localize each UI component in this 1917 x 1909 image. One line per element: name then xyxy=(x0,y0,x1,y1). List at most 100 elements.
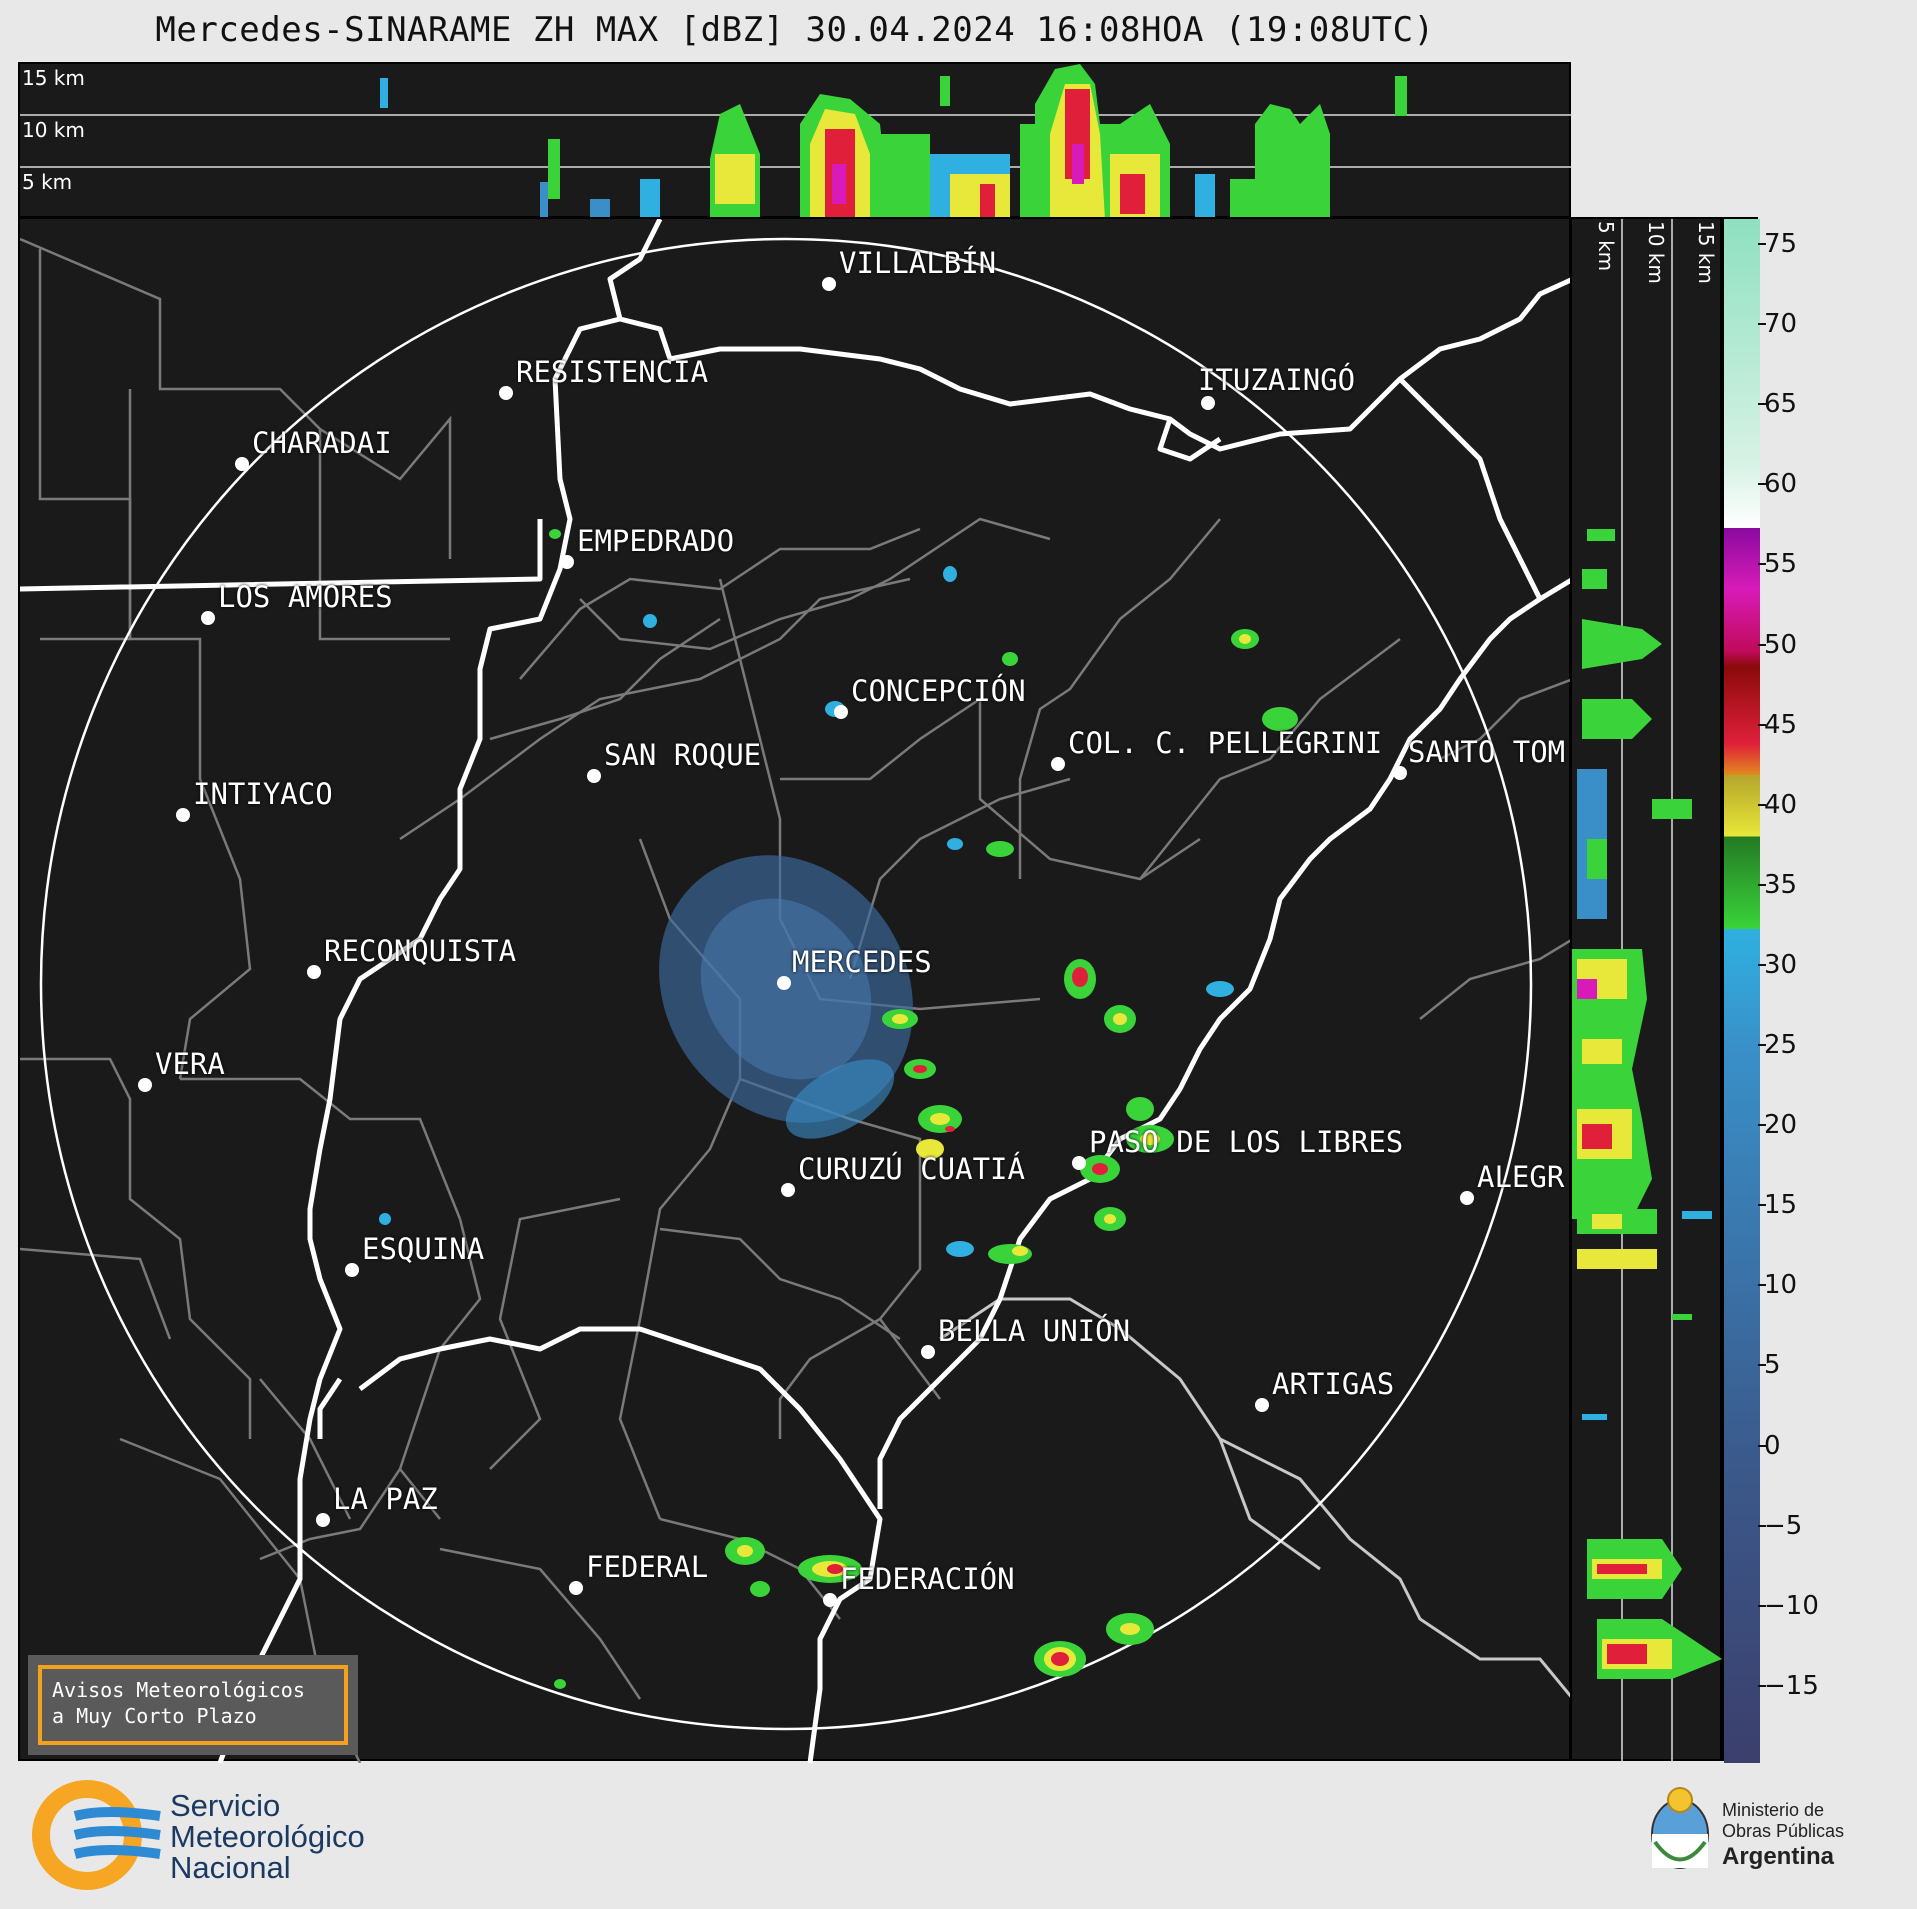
colorbar-tick-label: 25 xyxy=(1764,1030,1798,1060)
ministry-line-1: Ministerio de xyxy=(1722,1800,1825,1820)
city-marker xyxy=(1460,1191,1474,1205)
alert-line-2: a Muy Corto Plazo xyxy=(52,1704,257,1728)
colorbar-gradient xyxy=(1724,219,1760,1763)
city-label: INTIYACO xyxy=(193,777,333,811)
colorbar-tick-label: 0 xyxy=(1764,1430,1781,1461)
colorbar-tick-mark xyxy=(1758,1684,1766,1687)
top-height-profile-panel: 15 km 10 km 5 km xyxy=(18,62,1573,220)
reflectivity-colorbar xyxy=(1722,217,1760,1763)
colorbar-tick-mark xyxy=(1758,1044,1766,1046)
city-marker xyxy=(560,555,574,569)
top-profile-graphic xyxy=(20,64,1573,220)
city-marker xyxy=(235,457,249,471)
uruguay-border xyxy=(939,1297,1573,1700)
city-label: RECONQUISTA xyxy=(324,934,517,968)
map-title: Mercedes-SINARAME ZH MAX [dBZ] 30.04.202… xyxy=(155,10,1435,50)
colorbar-tick-mark xyxy=(1758,803,1766,806)
alert-line-1: Avisos Meteorológicos xyxy=(52,1678,305,1702)
smn-line-2: Meteorológico xyxy=(170,1819,365,1854)
city-marker xyxy=(587,769,601,783)
city-marker xyxy=(201,611,215,625)
colorbar-tick-label: 20 xyxy=(1764,1110,1798,1141)
city-marker xyxy=(345,1263,359,1277)
city-label: SAN ROQUE xyxy=(604,738,762,772)
city-marker xyxy=(1255,1398,1269,1412)
city-marker xyxy=(569,1581,583,1595)
city-label: FEDERACIÓN xyxy=(840,1562,1015,1596)
city-marker xyxy=(138,1078,152,1092)
rivers-and-borders xyxy=(20,219,1573,1763)
colorbar-tick-label: −10 xyxy=(1764,1590,1819,1621)
city-marker xyxy=(834,705,848,719)
city-marker xyxy=(1051,757,1065,771)
city-marker xyxy=(921,1345,935,1359)
colorbar-tick-mark xyxy=(1758,1284,1766,1287)
colorbar-tick-label: 5 xyxy=(1764,1350,1781,1381)
city-label: EMPEDRADO xyxy=(577,524,735,558)
smn-logo-icon xyxy=(32,1780,161,1890)
precipitation-echoes xyxy=(379,529,1298,1689)
colorbar-tick-mark xyxy=(1758,323,1766,326)
city-marker xyxy=(777,976,791,990)
colorbar-tick-label: 40 xyxy=(1764,789,1798,820)
city-label: CURUZÚ CUATIÁ xyxy=(798,1152,1025,1186)
side-height-profile-panel: 5 km 10 km 15 km xyxy=(1570,217,1722,1763)
colorbar-tick-label: 55 xyxy=(1764,549,1798,580)
colorbar-tick-mark xyxy=(1758,1124,1766,1127)
colorbar-tick-mark xyxy=(1758,1364,1766,1367)
city-marker xyxy=(316,1513,330,1527)
smn-name: Servicio Meteorológico Nacional xyxy=(170,1790,365,1883)
smn-line-3: Nacional xyxy=(170,1850,291,1885)
colorbar-tick-mark xyxy=(1758,883,1766,886)
city-marker xyxy=(176,808,190,822)
alert-box[interactable]: Avisos Meteorológicos a Muy Corto Plazo xyxy=(28,1655,358,1755)
city-label: VERA xyxy=(155,1047,225,1081)
city-marker xyxy=(1393,766,1407,780)
side-profile-graphic xyxy=(1572,219,1722,1763)
city-label: RESISTENCIA xyxy=(516,355,709,389)
colorbar-tick-label: 45 xyxy=(1764,709,1798,740)
top-height-label-10km: 10 km xyxy=(22,118,85,142)
ministry-line-3: Argentina xyxy=(1722,1843,1835,1870)
radar-range-ring xyxy=(39,237,1533,1731)
city-label: VILLALBÍN xyxy=(839,246,997,280)
city-label: MERCEDES xyxy=(792,945,932,979)
city-label: FEDERAL xyxy=(586,1550,709,1584)
radar-map-panel xyxy=(18,217,1573,1763)
colorbar-tick-mark xyxy=(1758,483,1766,486)
top-height-label-15km: 15 km xyxy=(22,66,85,90)
city-label: ALEGR xyxy=(1477,1160,1565,1194)
ministry-line-2: Obras Públicas xyxy=(1722,1821,1845,1841)
city-label: BELLA UNIÓN xyxy=(938,1314,1131,1348)
colorbar-tick-label: 60 xyxy=(1764,469,1798,500)
city-marker xyxy=(307,965,321,979)
city-marker xyxy=(823,1593,837,1607)
city-label: SANTO TOM xyxy=(1408,735,1566,769)
colorbar-tick-label: 70 xyxy=(1764,309,1798,340)
colorbar-tick-label: 65 xyxy=(1764,389,1798,420)
colorbar-tick-mark xyxy=(1758,723,1766,726)
side-height-label-15km: 15 km xyxy=(1694,221,1718,284)
colorbar-tick-mark xyxy=(1758,403,1766,406)
colorbar-tick-label: 50 xyxy=(1764,629,1798,660)
side-height-label-5km: 5 km xyxy=(1594,221,1618,272)
city-label: PASO DE LOS LIBRES xyxy=(1089,1125,1404,1159)
colorbar-tick-mark xyxy=(1758,1604,1766,1607)
city-label: LOS AMORES xyxy=(218,580,393,614)
colorbar-tick-mark xyxy=(1758,963,1766,966)
colorbar-tick-mark xyxy=(1758,1444,1766,1447)
city-label: COL. C. PELLEGRINI xyxy=(1068,726,1383,760)
city-marker xyxy=(1201,396,1215,410)
city-label: CONCEPCIÓN xyxy=(851,674,1026,708)
colorbar-tick-label: 30 xyxy=(1764,949,1798,980)
city-marker xyxy=(822,277,836,291)
colorbar-tick-mark xyxy=(1758,1204,1766,1207)
argentina-coat-of-arms-icon xyxy=(1651,1787,1709,1869)
smn-line-1: Servicio xyxy=(170,1788,281,1823)
ministry-name: Ministerio de Obras Públicas Argentina xyxy=(1722,1800,1844,1872)
city-marker xyxy=(1072,1156,1086,1170)
city-label: CHARADAI xyxy=(252,426,392,460)
colorbar-tick-mark xyxy=(1758,643,1766,646)
top-height-label-5km: 5 km xyxy=(22,170,73,194)
colorbar-tick-mark xyxy=(1758,243,1766,245)
